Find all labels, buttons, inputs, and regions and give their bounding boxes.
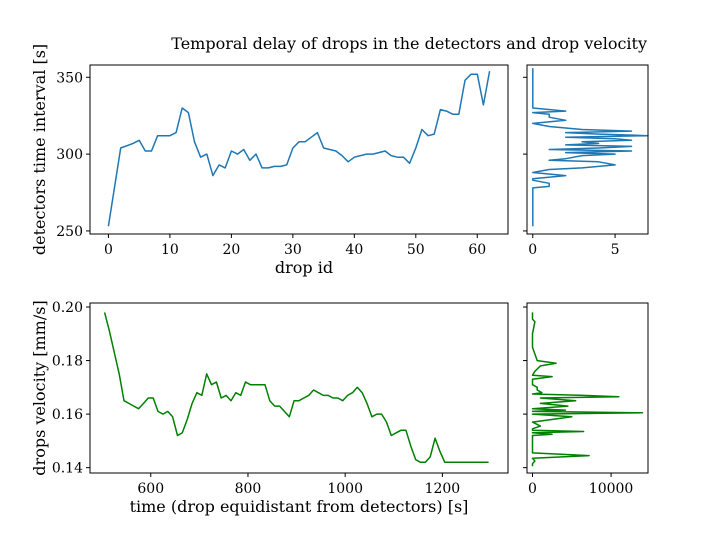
- x-tick-label: 20: [222, 242, 240, 258]
- axes-frame: [526, 64, 649, 235]
- x-axis-label: drop id: [275, 258, 333, 277]
- x-tick-label: 10000: [589, 481, 634, 497]
- series-line: [107, 70, 491, 227]
- x-tick-label: 600: [137, 481, 164, 497]
- y-tick-label: 0.14: [52, 461, 83, 477]
- x-tick-label: 800: [235, 481, 262, 497]
- panel-top-main: 0 10 20 30 40 50 60 250 300 350 drop id detectors t…: [30, 44, 509, 277]
- axes-frame: [89, 302, 509, 474]
- x-tick-label: 1000: [327, 481, 363, 497]
- y-tick-label: 0.18: [52, 354, 83, 370]
- x-tick-label: 30: [284, 242, 302, 258]
- panel-bottom-side: 0 10000: [523, 302, 649, 497]
- y-axis-label: drops velocity [mm/s]: [30, 300, 49, 475]
- x-tick-label: 0: [104, 242, 113, 258]
- axes-frame: [526, 302, 649, 474]
- figure-title: Temporal delay of drops in the detectors…: [171, 34, 647, 53]
- x-tick-label: 0: [528, 481, 537, 497]
- x-tick-label: 60: [468, 242, 486, 258]
- y-tick-label: 250: [56, 224, 83, 240]
- y-tick-label: 300: [56, 147, 83, 163]
- y-axis-label: detectors time interval [s]: [30, 44, 49, 255]
- x-tick-label: 0: [528, 242, 537, 258]
- x-tick-label: 50: [407, 242, 425, 258]
- y-tick-label: 350: [56, 70, 83, 86]
- x-tick-label: 5: [611, 242, 620, 258]
- panel-bottom-main: 600 800 1000 1200 0.14 0.16 0.18 0.20 time (drop…: [30, 300, 509, 516]
- y-tick-label: 0.16: [52, 407, 83, 423]
- axes-frame: [89, 64, 509, 235]
- x-axis-label: time (drop equidistant from detectors) […: [130, 497, 469, 516]
- series-line: [103, 312, 489, 464]
- y-tick-label: 0.20: [52, 300, 83, 316]
- x-tick-label: 10: [161, 242, 179, 258]
- series-line: [532, 68, 649, 227]
- x-tick-label: 1200: [425, 481, 461, 497]
- x-tick-label: 40: [345, 242, 363, 258]
- series-line: [531, 312, 644, 467]
